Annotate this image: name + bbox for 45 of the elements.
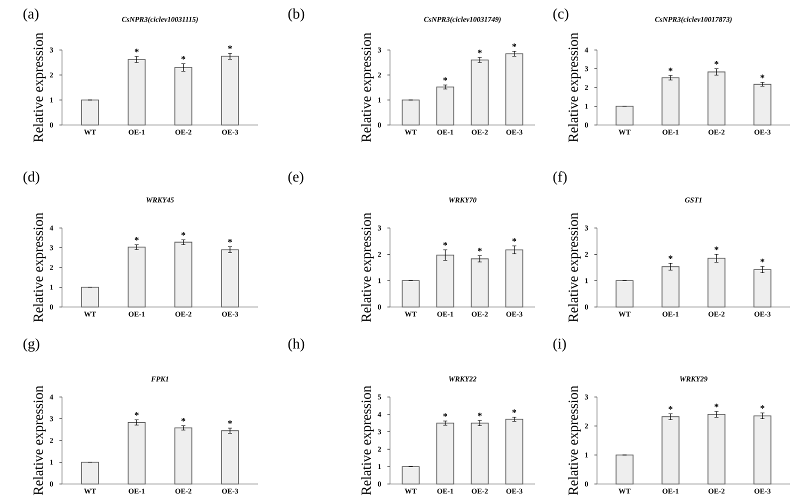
text: (c) (553, 8, 568, 22)
annotation: * (443, 413, 448, 417)
annotation: * (760, 258, 764, 262)
y-axis-title: Relative expression (33, 212, 46, 322)
y-axis-title: Relative expression (33, 32, 46, 142)
annotation: * (134, 237, 139, 241)
text: (d) (23, 171, 40, 185)
y-axis-title: Relative expression (568, 32, 581, 142)
y-axis-title: Relative expression (361, 32, 374, 142)
annotation: * (478, 50, 482, 54)
text: (i) (553, 338, 566, 352)
annotation: * (714, 60, 718, 65)
annotation: * (181, 56, 186, 60)
annotation: * (512, 409, 516, 413)
annotation: * (760, 74, 764, 78)
text: (b) (288, 8, 304, 22)
y-axis-title: Relative expression (361, 212, 374, 322)
annotation: * (668, 256, 672, 260)
annotation: * (443, 77, 448, 81)
text: (g) (23, 338, 40, 352)
annotation: * (134, 48, 139, 52)
annotation: * (228, 420, 232, 424)
annotation: * (478, 248, 482, 252)
annotation: * (714, 404, 718, 408)
annotation: * (512, 43, 516, 48)
text: (e) (288, 171, 304, 185)
y-axis-title: Relative expression (568, 386, 581, 496)
text: (h) (288, 338, 304, 352)
y-axis-title: Relative expression (568, 212, 581, 322)
annotation: * (668, 406, 672, 410)
annotation: * (478, 412, 482, 416)
annotation: * (714, 246, 718, 250)
text: (f) (553, 171, 567, 185)
annotation: * (228, 239, 232, 243)
text: (a) (23, 8, 38, 22)
annotation: * (181, 418, 186, 422)
annotation: * (512, 238, 516, 242)
annotation: * (443, 242, 448, 246)
annotation: * (760, 405, 764, 409)
annotation: * (181, 232, 186, 236)
y-axis-title: Relative expression (33, 386, 46, 496)
annotation: * (134, 412, 139, 416)
y-axis-title: Relative expression (361, 386, 374, 496)
annotation: * (228, 45, 232, 50)
annotation: * (668, 68, 672, 72)
